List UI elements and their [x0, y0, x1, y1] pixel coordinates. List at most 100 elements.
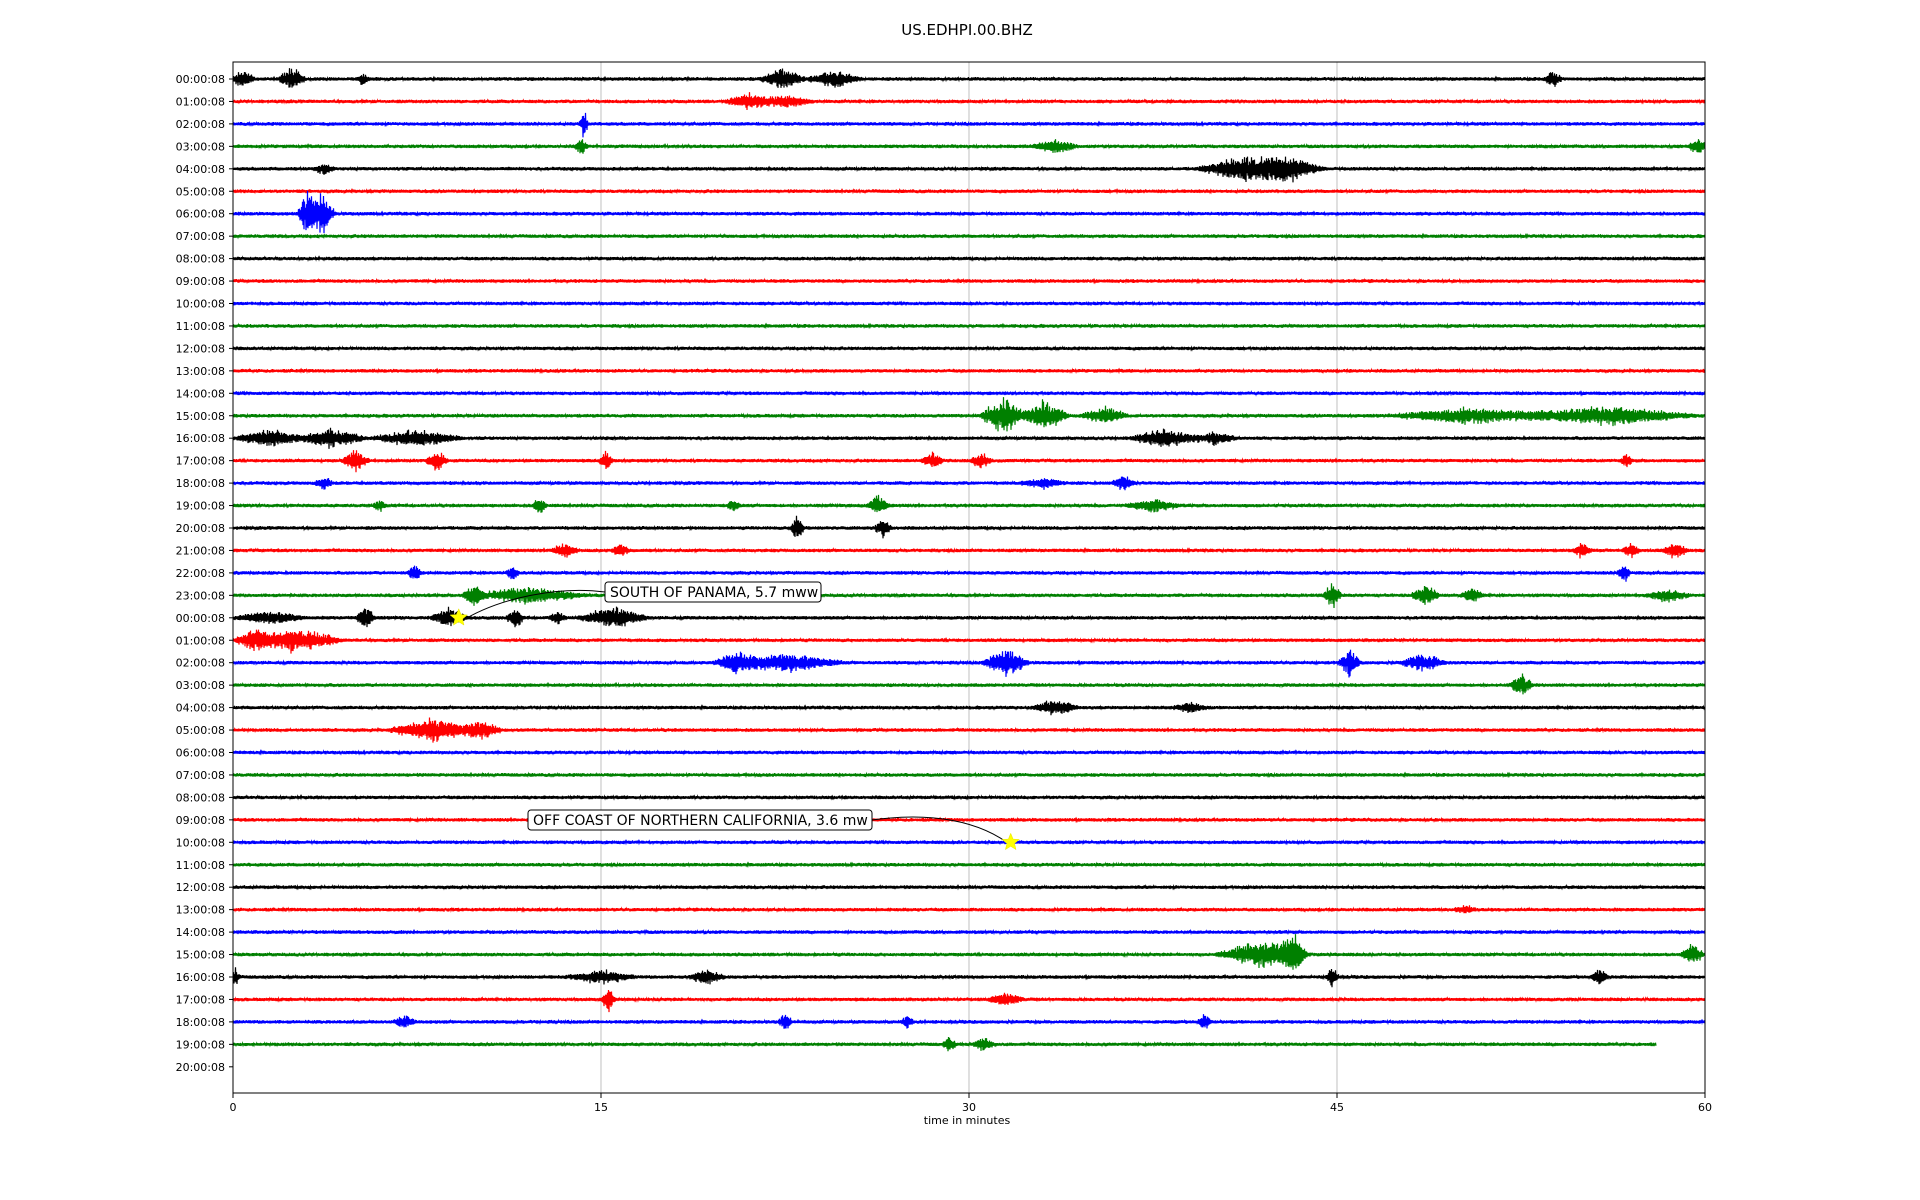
y-axis-ticks: 00:00:08 01:00:08 02:00:08 03:00:08 04:00:08… — [176, 73, 233, 1074]
y-tick-label: 03:00:08 — [176, 679, 225, 692]
y-tick-label: 12:00:08 — [176, 342, 225, 355]
y-tick-label: 15:00:08 — [176, 949, 225, 962]
seismogram-trace — [232, 397, 1706, 432]
seismogram-trace — [232, 494, 1706, 513]
event-label-box — [527, 809, 873, 831]
seismogram-trace — [232, 583, 1706, 609]
event-label: SOUTH OF PANAMA, 5.7 mww — [610, 585, 818, 601]
seismogram-trace — [232, 344, 1706, 352]
y-tick-label: 14:00:08 — [176, 387, 225, 400]
seismogram-trace — [232, 190, 1706, 234]
seismogram-trace — [232, 450, 1706, 473]
y-tick-label: 20:00:08 — [176, 522, 225, 535]
seismogram-trace — [232, 232, 1706, 240]
y-tick-label: 13:00:08 — [176, 904, 225, 917]
seismogram-trace — [232, 989, 1706, 1013]
seismogram-trace — [232, 905, 1706, 914]
y-tick-label: 09:00:08 — [176, 275, 225, 288]
event-star-marker — [449, 608, 468, 626]
seismogram-trace — [232, 771, 1706, 779]
event-arrow — [459, 589, 606, 623]
y-tick-label: 02:00:08 — [176, 118, 225, 131]
y-tick-label: 01:00:08 — [176, 634, 225, 647]
y-tick-label: 16:00:08 — [176, 971, 225, 984]
seismogram-trace — [232, 542, 1706, 559]
seismogram-trace — [232, 816, 1706, 824]
y-tick-label: 12:00:08 — [176, 881, 225, 894]
y-tick-label: 02:00:08 — [176, 657, 225, 670]
y-tick-label: 16:00:08 — [176, 432, 225, 445]
event-star-marker — [1001, 832, 1020, 851]
y-tick-label: 15:00:08 — [176, 410, 225, 423]
y-tick-label: 05:00:08 — [176, 185, 225, 198]
event-label: OFF COAST OF NORTHERN CALIFORNIA, 3.6 mw — [533, 813, 868, 829]
seismogram-trace — [232, 928, 1706, 936]
seismogram-trace — [232, 300, 1706, 307]
y-tick-label: 00:00:08 — [176, 612, 225, 625]
y-tick-label: 19:00:08 — [176, 500, 225, 513]
y-tick-label: 04:00:08 — [176, 702, 225, 715]
seismogram-traces — [232, 68, 1706, 1052]
y-tick-label: 18:00:08 — [176, 477, 225, 490]
y-tick-label: 07:00:08 — [176, 230, 225, 243]
x-tick-label: 30 — [962, 1101, 976, 1114]
seismogram-trace — [232, 92, 1706, 111]
seismogram-trace — [232, 649, 1706, 678]
grid-lines — [600, 62, 1338, 1093]
x-tick-label: 60 — [1698, 1101, 1712, 1114]
y-tick-label: 17:00:08 — [176, 993, 225, 1006]
seismogram-trace — [232, 389, 1706, 397]
x-tick-label: 15 — [594, 1101, 608, 1114]
y-tick-label: 01:00:08 — [176, 95, 225, 108]
y-tick-label: 18:00:08 — [176, 1016, 225, 1029]
seismogram-trace — [232, 156, 1706, 183]
seismogram-trace — [232, 673, 1706, 695]
seismogram-trace — [232, 794, 1706, 801]
seismogram-trace — [232, 1036, 1657, 1052]
seismogram-trace — [232, 367, 1706, 375]
seismogram-trace — [232, 934, 1706, 970]
y-tick-label: 08:00:08 — [176, 791, 225, 804]
y-tick-label: 10:00:08 — [176, 298, 225, 311]
event-label-box — [604, 581, 822, 603]
seismogram-trace — [232, 515, 1706, 539]
seismogram-trace — [232, 322, 1706, 330]
seismogram-trace — [232, 1014, 1706, 1029]
seismogram-trace — [232, 861, 1706, 869]
seismogram-trace — [232, 277, 1706, 285]
x-axis-label: time in minutes — [924, 1114, 1011, 1127]
seismogram-trace — [232, 606, 1706, 628]
y-tick-label: 07:00:08 — [176, 769, 225, 782]
y-tick-label: 08:00:08 — [176, 253, 225, 266]
y-tick-label: 22:00:08 — [176, 567, 225, 580]
y-tick-label: 11:00:08 — [176, 320, 225, 333]
y-tick-label: 21:00:08 — [176, 544, 225, 557]
seismogram-trace — [232, 112, 1706, 138]
seismogram-trace — [232, 187, 1706, 195]
y-tick-label: 09:00:08 — [176, 814, 225, 827]
y-tick-label: 03:00:08 — [176, 140, 225, 153]
y-tick-label: 11:00:08 — [176, 859, 225, 872]
y-tick-label: 05:00:08 — [176, 724, 225, 737]
event-annotations: SOUTH OF PANAMA, 5.7 mww OFF COAST OF NOR… — [449, 581, 1020, 851]
event-arrow — [871, 816, 1014, 848]
y-tick-label: 19:00:08 — [176, 1038, 225, 1051]
seismogram-trace — [232, 476, 1706, 491]
seismogram-trace — [232, 717, 1706, 743]
seismogram-trace — [232, 883, 1706, 891]
chart-title: US.EDHPI.00.BHZ — [901, 21, 1033, 39]
seismogram-trace — [232, 68, 1706, 88]
seismogram-trace — [232, 139, 1706, 154]
y-tick-label: 17:00:08 — [176, 455, 225, 468]
x-tick-label: 45 — [1330, 1101, 1344, 1114]
seismogram-trace — [232, 427, 1706, 449]
seismogram-trace — [232, 700, 1706, 716]
seismogram-trace — [232, 629, 1706, 654]
y-tick-label: 04:00:08 — [176, 163, 225, 176]
seismogram-trace — [232, 255, 1706, 262]
y-tick-label: 20:00:08 — [176, 1061, 225, 1074]
y-tick-label: 14:00:08 — [176, 926, 225, 939]
y-tick-label: 23:00:08 — [176, 589, 225, 602]
seismogram-trace — [232, 838, 1706, 846]
